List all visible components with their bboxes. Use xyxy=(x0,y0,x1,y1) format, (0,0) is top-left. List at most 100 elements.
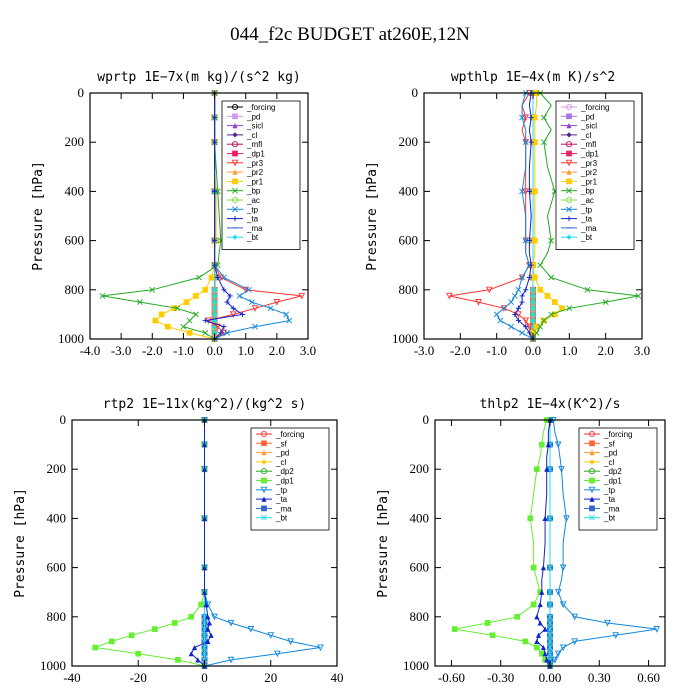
data-point xyxy=(211,188,218,194)
data-point xyxy=(528,115,534,121)
data-point xyxy=(533,329,540,336)
legend-marker xyxy=(231,159,239,167)
data-point xyxy=(211,139,218,145)
data-point xyxy=(236,293,243,299)
data-point xyxy=(283,311,290,318)
legend-label: _ma xyxy=(246,224,263,233)
legend-item: _ma xyxy=(561,224,597,233)
data-point xyxy=(526,238,532,244)
legend-marker xyxy=(261,477,267,484)
legend-marker xyxy=(589,496,595,502)
legend-label: _ta xyxy=(580,215,593,224)
data-point xyxy=(165,323,171,330)
x-tick-label: -2.0 xyxy=(450,343,471,358)
data-point xyxy=(201,565,208,571)
legend-marker xyxy=(260,430,268,438)
data-point xyxy=(211,293,218,299)
data-point xyxy=(135,650,142,657)
data-point xyxy=(528,262,534,268)
data-point xyxy=(530,287,536,293)
data-point xyxy=(519,114,526,121)
data-point xyxy=(273,299,281,306)
legend-marker xyxy=(261,496,267,502)
legend-marker xyxy=(232,169,238,175)
data-point xyxy=(171,620,178,626)
data-point xyxy=(566,305,573,312)
y-tick-label: 1000 xyxy=(58,331,84,346)
data-point xyxy=(267,632,275,639)
data-point xyxy=(286,317,293,324)
data-point xyxy=(526,274,532,281)
data-point xyxy=(201,515,208,521)
data-point xyxy=(201,442,208,448)
data-point xyxy=(205,614,211,620)
legend-label: _ma xyxy=(580,224,597,233)
y-axis-label: Pressure [hPa] xyxy=(365,161,380,271)
data-point xyxy=(192,311,199,318)
legend-item: _ta xyxy=(584,495,616,504)
data-point xyxy=(530,564,537,571)
y-axis-label: Pressure [hPa] xyxy=(13,488,28,598)
legend-item: _pd xyxy=(227,112,260,121)
y-tick-label: 600 xyxy=(47,560,67,575)
data-point xyxy=(604,619,611,627)
legend-label: _sicl xyxy=(580,122,597,131)
legend-label: _dp1 xyxy=(275,477,294,486)
y-tick-label: 200 xyxy=(65,134,85,149)
legend-marker xyxy=(589,440,595,447)
legend-marker xyxy=(566,123,572,129)
x-tick-label: 0.00 xyxy=(539,670,562,685)
data-point xyxy=(602,299,609,306)
legend-item: _ta xyxy=(561,215,593,224)
data-point xyxy=(158,311,165,318)
data-point xyxy=(99,293,106,299)
x-tick-label: -40 xyxy=(63,670,80,685)
y-axis-label: Pressure [hPa] xyxy=(31,161,46,271)
data-point xyxy=(240,311,246,317)
data-point xyxy=(175,657,181,663)
data-point xyxy=(201,589,208,595)
legend-label: _dp2 xyxy=(603,467,622,476)
data-point xyxy=(540,644,547,651)
data-point xyxy=(523,287,529,293)
data-point xyxy=(547,515,553,522)
data-point xyxy=(92,644,99,651)
data-point xyxy=(534,466,540,473)
data-point xyxy=(174,305,181,312)
data-point xyxy=(533,323,540,330)
legend-item: _dp2 xyxy=(256,467,294,476)
x-tick-label: 2.0 xyxy=(269,343,285,358)
data-point xyxy=(554,589,562,596)
data-point xyxy=(108,638,115,645)
legend-label: _dp1 xyxy=(603,477,622,486)
data-point xyxy=(547,620,553,626)
data-point xyxy=(229,311,237,319)
data-point xyxy=(531,274,538,281)
legend-marker xyxy=(261,514,267,521)
legend-marker xyxy=(260,486,268,494)
data-point xyxy=(208,632,214,638)
legend-item: _bt xyxy=(584,514,616,523)
legend-item: _cl xyxy=(227,131,257,140)
legend-marker xyxy=(232,132,238,138)
data-point xyxy=(201,620,208,626)
data-point xyxy=(519,293,525,299)
legend-marker xyxy=(566,132,572,138)
y-tick-label: 800 xyxy=(47,609,67,624)
legend-item: _ac xyxy=(227,196,260,205)
data-point xyxy=(202,317,208,324)
legend-item: _pr2 xyxy=(227,168,264,177)
legend-marker xyxy=(261,450,267,456)
legend-item: _pd xyxy=(584,449,617,458)
legend-item: _ma xyxy=(227,224,263,233)
data-point xyxy=(545,442,551,448)
y-tick-label: 0 xyxy=(423,412,430,427)
y-axis-label: Pressure [hPa] xyxy=(376,488,391,598)
data-point xyxy=(218,330,224,336)
data-point xyxy=(221,287,227,293)
x-tick-label: 1.0 xyxy=(561,343,577,358)
data-point xyxy=(287,638,294,646)
legend-item: _pd xyxy=(561,112,594,121)
x-tick-label: 40 xyxy=(331,670,344,685)
series-points-pr1 xyxy=(152,90,219,342)
